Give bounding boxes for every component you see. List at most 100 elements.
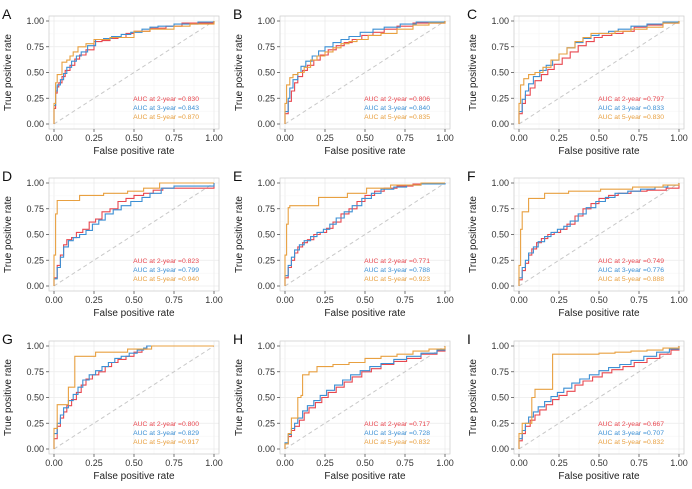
panel-f-y-tick-label: 1.00 bbox=[491, 178, 509, 188]
panel-i-roc-curve-2-year bbox=[518, 346, 680, 449]
panel-c-roc-curve-5-year bbox=[518, 21, 680, 124]
panel-d-y-axis-label: True positive rate bbox=[3, 196, 14, 273]
panel-f-x-tick-label: 0.50 bbox=[590, 295, 608, 305]
panel-a-roc-curve-3-year bbox=[53, 21, 215, 124]
panel-c-x-tick-label: 0.00 bbox=[510, 133, 528, 143]
panel-g-x-tick-label: 0.25 bbox=[85, 458, 103, 468]
panel-d-x-axis-label: False positive rate bbox=[93, 308, 175, 319]
panel-a-x-tick-label: 0.25 bbox=[85, 133, 103, 143]
panel-g: 0.000.00 0.25 0.25 0.50 0.50 0.75 0.75 1.00 1.00… bbox=[2, 331, 223, 482]
panel-e-reference-diagonal bbox=[284, 182, 446, 287]
panel-b-legend-entry: AUC at 5-year =0.835 bbox=[364, 114, 430, 121]
panel-c-y-axis-label: True positive rate bbox=[468, 34, 479, 111]
panel-a-y-axis-label: True positive rate bbox=[3, 34, 14, 111]
panel-a-reference-diagonal bbox=[53, 20, 215, 125]
panel-a-y-tick-label: 1.00 bbox=[26, 16, 44, 26]
panel-b-y-tick-label: 0.50 bbox=[257, 68, 275, 78]
panel-g-legend-entry: AUC at 3-year =0.829 bbox=[133, 430, 199, 437]
panel-a-letter: A bbox=[2, 6, 12, 22]
panel-d-y-tick-label: 0.75 bbox=[26, 204, 44, 214]
panel-h-y-tick-label: 0.50 bbox=[257, 393, 275, 403]
panel-f-roc-curve-3-year bbox=[518, 183, 680, 286]
panel-a: 0.000.00 0.25 0.25 0.50 0.50 0.75 0.75 1.00 1.00… bbox=[2, 6, 223, 157]
panel-a-x-tick-label: 0.50 bbox=[125, 133, 143, 143]
panel-a-legend-entry: AUC at 2-year =0.830 bbox=[133, 96, 199, 103]
panel-d-y-tick-label: 0.50 bbox=[26, 230, 44, 240]
panel-b-roc-curve-3-year bbox=[284, 21, 446, 124]
panel-i-x-tick-label: 0.50 bbox=[590, 458, 608, 468]
panel-a-x-axis-label: False positive rate bbox=[93, 146, 175, 157]
panel-d-x-tick-label: 0.50 bbox=[125, 295, 143, 305]
panel-f-letter: F bbox=[467, 168, 476, 184]
panel-g-roc-curve-3-year bbox=[53, 345, 214, 449]
panel-h-x-tick-label: 0.50 bbox=[356, 458, 374, 468]
panel-h-x-tick-label: 1.00 bbox=[436, 458, 454, 468]
panel-e-y-tick-label: 0.50 bbox=[257, 230, 275, 240]
panel-h-roc-curve-5-year bbox=[284, 346, 446, 449]
panel-h-roc-curve-3-year bbox=[284, 348, 446, 449]
panel-b-legend-entry: AUC at 3-year =0.840 bbox=[364, 105, 430, 112]
panel-h-letter: H bbox=[233, 331, 243, 347]
panel-a-y-tick-label: 0.25 bbox=[26, 93, 44, 103]
panel-d-reference-diagonal bbox=[53, 182, 215, 287]
panel-c-x-tick-label: 0.25 bbox=[550, 133, 568, 143]
panel-i-y-tick-label: 0.25 bbox=[491, 418, 509, 428]
panel-i-y-tick-label: 0.75 bbox=[491, 367, 509, 377]
panel-e-x-tick-label: 0.75 bbox=[396, 295, 414, 305]
panel-i: 0.000.00 0.25 0.25 0.50 0.50 0.75 0.75 1.00 1.00… bbox=[467, 331, 688, 482]
panel-d-y-tick-label: 0.25 bbox=[26, 255, 44, 265]
panel-g-y-tick-label: 0.50 bbox=[26, 393, 44, 403]
panel-c-x-axis-label: False positive rate bbox=[558, 146, 640, 157]
panel-h-y-tick-label: 1.00 bbox=[257, 341, 275, 351]
panel-e-y-tick-label: 0.25 bbox=[257, 255, 275, 265]
panel-d-letter: D bbox=[2, 168, 12, 184]
panel-g-x-tick-label: 0.50 bbox=[125, 458, 143, 468]
panel-b-y-axis-label: True positive rate bbox=[234, 34, 245, 111]
panel-f: 0.000.00 0.25 0.25 0.50 0.50 0.75 0.75 1.00 1.00… bbox=[467, 168, 688, 319]
panel-c-y-tick-label: 0.25 bbox=[491, 93, 509, 103]
panel-e-y-tick-label: 0.00 bbox=[257, 281, 275, 291]
panel-e-y-tick-label: 1.00 bbox=[257, 178, 275, 188]
panel-c-x-tick-label: 0.50 bbox=[590, 133, 608, 143]
panel-h-y-tick-label: 0.75 bbox=[257, 367, 275, 377]
panel-f-y-tick-label: 0.00 bbox=[491, 281, 509, 291]
panel-i-legend-entry: AUC at 2-year =0.667 bbox=[598, 421, 664, 428]
panel-b-y-tick-label: 0.25 bbox=[257, 93, 275, 103]
panel-f-y-axis-label: True positive rate bbox=[468, 196, 479, 273]
panel-f-legend-entry: AUC at 2-year =0.749 bbox=[598, 258, 664, 265]
panel-b-x-tick-label: 0.50 bbox=[356, 133, 374, 143]
panel-b-y-tick-label: 0.75 bbox=[257, 42, 275, 52]
panel-h-reference-diagonal bbox=[284, 345, 446, 450]
panel-d-x-tick-label: 0.25 bbox=[85, 295, 103, 305]
panel-f-y-tick-label: 0.75 bbox=[491, 204, 509, 214]
panel-c-letter: C bbox=[467, 6, 477, 22]
panel-g-y-tick-label: 0.25 bbox=[26, 418, 44, 428]
panel-e-legend-entry: AUC at 3-year =0.788 bbox=[364, 267, 430, 274]
panel-a-y-tick-label: 0.50 bbox=[26, 68, 44, 78]
panel-g-roc-curve-2-year bbox=[53, 345, 214, 449]
panel-f-reference-diagonal bbox=[518, 182, 680, 287]
panel-i-y-tick-label: 0.50 bbox=[491, 393, 509, 403]
panel-a-y-tick-label: 0.00 bbox=[26, 119, 44, 129]
panel-c-y-tick-label: 1.00 bbox=[491, 16, 509, 26]
panel-f-y-tick-label: 0.25 bbox=[491, 255, 509, 265]
panel-i-x-tick-label: 1.00 bbox=[670, 458, 688, 468]
panel-c-y-tick-label: 0.50 bbox=[491, 68, 509, 78]
panel-g-x-axis-label: False positive rate bbox=[93, 471, 175, 482]
panel-e-x-axis-label: False positive rate bbox=[324, 308, 406, 319]
panel-h-legend-entry: AUC at 2-year =0.717 bbox=[364, 421, 430, 428]
panel-i-legend-entry: AUC at 3-year =0.707 bbox=[598, 430, 664, 437]
panel-g-letter: G bbox=[2, 331, 13, 347]
panel-i-x-tick-label: 0.25 bbox=[550, 458, 568, 468]
panel-b-x-tick-label: 0.00 bbox=[276, 133, 294, 143]
panel-d-roc-curve-5-year bbox=[53, 182, 214, 286]
panel-g-roc-curve-5-year bbox=[53, 345, 214, 449]
panel-d-legend-entry: AUC at 3-year =0.799 bbox=[133, 267, 199, 274]
panel-i-reference-diagonal bbox=[518, 345, 680, 450]
panel-f-x-axis-label: False positive rate bbox=[558, 308, 640, 319]
panel-g-y-tick-label: 0.75 bbox=[26, 367, 44, 377]
panel-d-legend-entry: AUC at 2-year =0.823 bbox=[133, 258, 199, 265]
panel-e-x-tick-label: 0.50 bbox=[356, 295, 374, 305]
panel-d-x-tick-label: 0.00 bbox=[45, 295, 63, 305]
panel-a-x-tick-label: 1.00 bbox=[205, 133, 223, 143]
